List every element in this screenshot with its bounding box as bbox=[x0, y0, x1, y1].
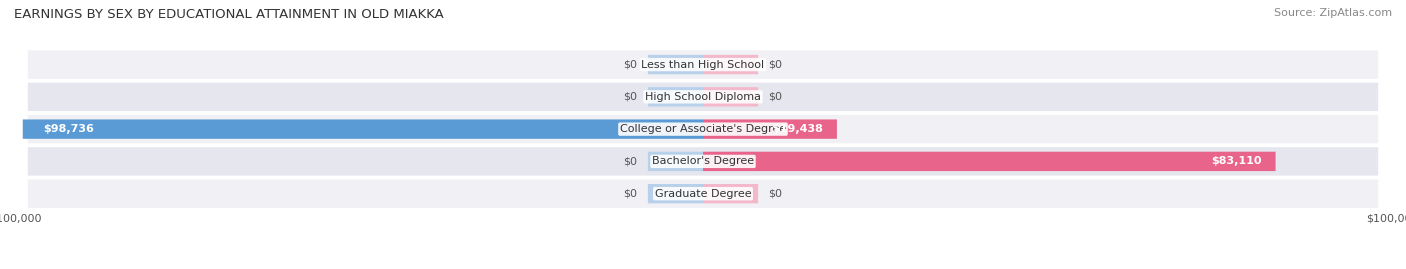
FancyBboxPatch shape bbox=[28, 83, 1378, 111]
Text: $98,736: $98,736 bbox=[44, 124, 94, 134]
Text: $0: $0 bbox=[623, 189, 637, 199]
Text: $19,438: $19,438 bbox=[772, 124, 823, 134]
FancyBboxPatch shape bbox=[22, 119, 703, 139]
FancyBboxPatch shape bbox=[703, 55, 758, 74]
Text: College or Associate's Degree: College or Associate's Degree bbox=[620, 124, 786, 134]
Text: Source: ZipAtlas.com: Source: ZipAtlas.com bbox=[1274, 8, 1392, 18]
FancyBboxPatch shape bbox=[703, 87, 758, 107]
FancyBboxPatch shape bbox=[648, 152, 703, 171]
FancyBboxPatch shape bbox=[28, 179, 1378, 208]
FancyBboxPatch shape bbox=[648, 87, 703, 107]
Text: $0: $0 bbox=[623, 59, 637, 70]
FancyBboxPatch shape bbox=[703, 184, 758, 203]
Text: $0: $0 bbox=[769, 189, 783, 199]
FancyBboxPatch shape bbox=[28, 147, 1378, 176]
Text: $0: $0 bbox=[769, 59, 783, 70]
FancyBboxPatch shape bbox=[648, 184, 703, 203]
Text: $0: $0 bbox=[623, 156, 637, 167]
Text: $0: $0 bbox=[769, 92, 783, 102]
Text: $83,110: $83,110 bbox=[1212, 156, 1261, 167]
FancyBboxPatch shape bbox=[703, 119, 837, 139]
FancyBboxPatch shape bbox=[648, 55, 703, 74]
Text: Bachelor's Degree: Bachelor's Degree bbox=[652, 156, 754, 167]
Text: High School Diploma: High School Diploma bbox=[645, 92, 761, 102]
Text: EARNINGS BY SEX BY EDUCATIONAL ATTAINMENT IN OLD MIAKKA: EARNINGS BY SEX BY EDUCATIONAL ATTAINMEN… bbox=[14, 8, 444, 21]
Text: $0: $0 bbox=[623, 92, 637, 102]
FancyBboxPatch shape bbox=[28, 50, 1378, 79]
FancyBboxPatch shape bbox=[28, 115, 1378, 143]
Text: Graduate Degree: Graduate Degree bbox=[655, 189, 751, 199]
FancyBboxPatch shape bbox=[703, 152, 1275, 171]
Text: Less than High School: Less than High School bbox=[641, 59, 765, 70]
